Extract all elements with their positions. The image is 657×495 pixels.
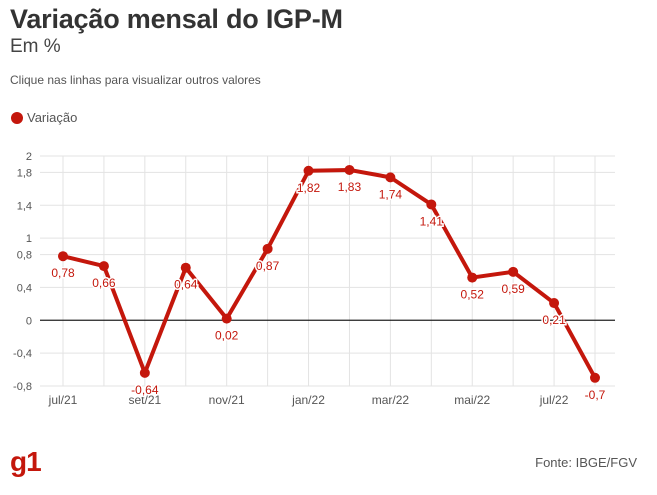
data-point[interactable]	[508, 266, 519, 277]
series-line-variacao	[61, 167, 597, 380]
data-label: 0,02	[215, 329, 239, 343]
x-tick-label: jul/22	[539, 393, 569, 407]
y-tick-label: 1,4	[17, 200, 32, 212]
legend-label: Variação	[27, 110, 78, 125]
data-label: 0,59	[501, 282, 525, 296]
y-tick-label: -0,4	[13, 348, 32, 360]
y-tick-label: 2	[26, 151, 32, 163]
source-text: Fonte: IBGE/FGV	[535, 455, 637, 470]
data-point[interactable]	[344, 164, 355, 175]
x-tick-label: mar/22	[372, 393, 410, 407]
g1-logo: g1	[10, 446, 42, 477]
y-tick-label: 0,8	[17, 250, 32, 262]
data-label: 0,21	[542, 313, 566, 327]
data-point[interactable]	[139, 367, 150, 378]
data-label: 0,66	[92, 276, 116, 290]
x-tick-label: jul/21	[48, 393, 78, 407]
data-point[interactable]	[262, 243, 273, 254]
data-point[interactable]	[590, 372, 600, 383]
y-tick-label: 0,4	[17, 282, 32, 294]
data-point[interactable]	[180, 262, 191, 273]
data-point[interactable]	[467, 272, 478, 283]
data-label: -0,7	[585, 388, 606, 402]
data-label: 0,78	[51, 266, 75, 280]
data-point[interactable]	[549, 298, 560, 309]
data-point[interactable]	[426, 199, 437, 210]
data-point[interactable]	[221, 313, 232, 324]
data-point[interactable]	[385, 172, 396, 183]
y-tick-label: -0,8	[13, 381, 32, 393]
data-point[interactable]	[303, 165, 314, 176]
data-label: 1,74	[379, 187, 403, 201]
data-label: -0,64	[131, 383, 159, 397]
x-tick-label: mai/22	[454, 393, 490, 407]
data-label: 1,82	[297, 181, 321, 195]
y-tick-label: 1	[26, 233, 32, 245]
x-tick-label: jan/22	[291, 393, 325, 407]
legend-item-variacao[interactable]: Variação	[11, 110, 77, 125]
x-tick-label: nov/21	[209, 393, 245, 407]
y-tick-label: 0	[26, 315, 32, 327]
x-tick-label: set/21	[128, 393, 161, 407]
y-tick-label: 1,8	[17, 167, 32, 179]
chart-title: Variação mensal do IGP-M	[10, 4, 343, 34]
legend-dot-icon	[11, 111, 23, 124]
instruction-text: Clique nas linhas para visualizar outros…	[10, 73, 261, 87]
data-label: 0,87	[256, 259, 280, 273]
data-point[interactable]	[98, 261, 109, 272]
chart-subtitle: Em %	[10, 36, 61, 57]
data-label: 1,83	[338, 180, 362, 194]
data-label: 1,41	[420, 214, 444, 228]
data-label: 0,52	[461, 288, 485, 302]
data-label: 0,64	[174, 278, 198, 292]
data-point[interactable]	[58, 251, 68, 262]
